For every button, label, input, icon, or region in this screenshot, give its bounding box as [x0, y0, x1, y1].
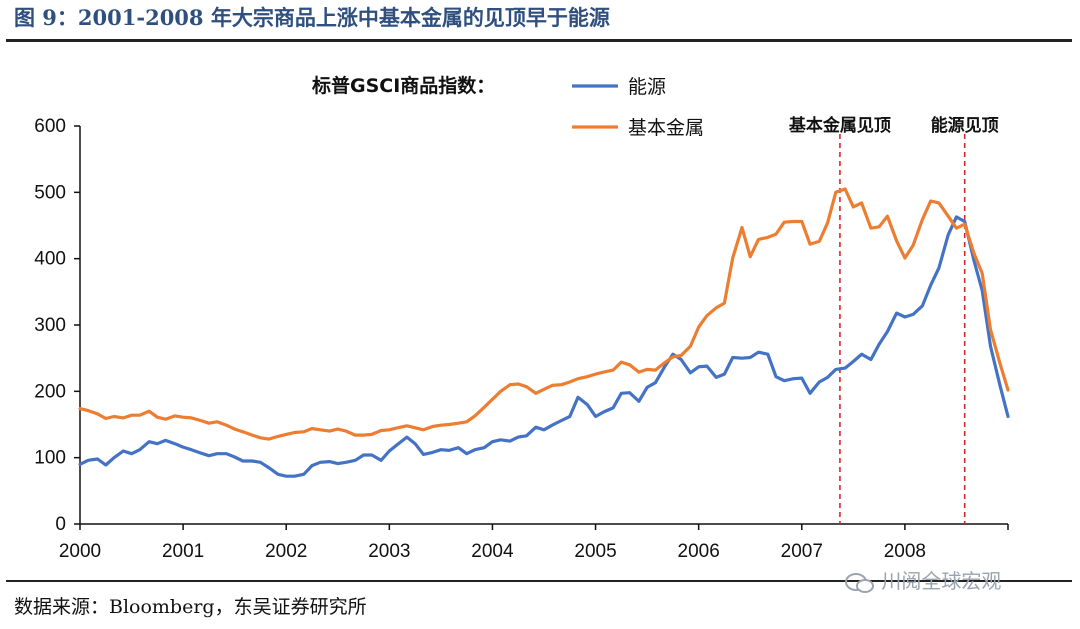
legend-label: 基本金属	[628, 117, 704, 139]
chart-axes	[74, 125, 1009, 530]
watermark: 川阅全球宏观	[845, 565, 1001, 594]
x-tick-label: 2002	[265, 541, 307, 562]
figure-title: 图 9：2001-2008 年大宗商品上涨中基本金属的见顶早于能源	[14, 5, 610, 30]
x-tick-label: 2001	[162, 541, 204, 562]
y-tick-label: 200	[34, 381, 66, 402]
x-tick-label: 2007	[781, 541, 823, 562]
y-axis-tick-labels: 0 100 200 300 400 500 600	[34, 116, 66, 535]
peak-marker-label: 基本金属见顶	[788, 115, 891, 136]
series-line	[78, 187, 1010, 441]
y-tick-label: 500	[34, 182, 66, 203]
x-tick-label: 2000	[59, 541, 101, 562]
watermark-text: 川阅全球宏观	[881, 569, 1002, 593]
x-tick-label: 2005	[574, 541, 616, 562]
wechat-icon	[845, 572, 875, 594]
x-tick-label: 2003	[368, 541, 410, 562]
y-tick-label: 100	[34, 448, 66, 469]
peak-annotations: 基本金属见顶 能源见顶	[788, 115, 999, 524]
legend-title: 标普GSCI商品指数：	[312, 74, 495, 97]
series-lines	[78, 187, 1010, 478]
bottom-rule	[6, 580, 1072, 582]
x-tick-label: 2004	[471, 541, 514, 562]
x-tick-label: 2006	[678, 541, 720, 562]
y-tick-label: 0	[55, 514, 66, 535]
peak-marker-label: 能源见顶	[931, 115, 999, 136]
series-line	[78, 215, 1010, 478]
source-note: 数据来源：Bloomberg，东吴证券研究所	[14, 596, 367, 618]
x-tick-label: 2008	[884, 541, 926, 562]
y-tick-label: 600	[34, 116, 66, 137]
top-rule	[6, 39, 1072, 42]
legend-label: 能源	[628, 76, 666, 98]
y-tick-label: 300	[34, 315, 66, 336]
y-tick-label: 400	[34, 249, 66, 270]
x-axis-tick-labels: 2000 2001 2002 2003 2004 2005 2006 2007 2008	[59, 541, 926, 562]
